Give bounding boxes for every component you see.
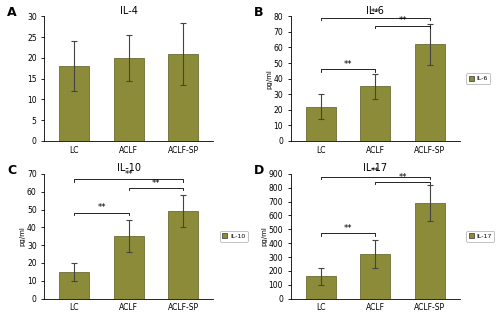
Title: IL-4: IL-4 bbox=[120, 5, 138, 16]
Text: **: ** bbox=[152, 178, 160, 188]
Title: IL-17: IL-17 bbox=[364, 163, 388, 173]
Legend: IL-6: IL-6 bbox=[466, 73, 490, 84]
Text: **: ** bbox=[371, 167, 380, 176]
Y-axis label: pg/ml: pg/ml bbox=[266, 69, 272, 89]
Text: **: ** bbox=[398, 16, 407, 25]
Text: **: ** bbox=[124, 169, 133, 179]
Bar bbox=[415, 203, 445, 299]
Text: **: ** bbox=[344, 60, 352, 69]
Legend: IL-17: IL-17 bbox=[466, 231, 494, 242]
Bar bbox=[306, 276, 336, 299]
Bar bbox=[60, 66, 90, 141]
Bar bbox=[415, 45, 445, 141]
Bar bbox=[168, 211, 198, 299]
Text: **: ** bbox=[344, 224, 352, 233]
Y-axis label: pg/ml: pg/ml bbox=[20, 226, 26, 246]
Title: IL-10: IL-10 bbox=[117, 163, 141, 173]
Legend: IL-10: IL-10 bbox=[220, 231, 248, 242]
Bar bbox=[114, 236, 144, 299]
Text: D: D bbox=[254, 164, 264, 177]
Bar bbox=[360, 254, 390, 299]
Bar bbox=[114, 58, 144, 141]
Bar bbox=[306, 107, 336, 141]
Text: B: B bbox=[254, 6, 263, 19]
Text: **: ** bbox=[371, 8, 380, 17]
Bar bbox=[360, 86, 390, 141]
Title: IL-6: IL-6 bbox=[366, 5, 384, 16]
Text: C: C bbox=[7, 164, 16, 177]
Text: **: ** bbox=[98, 204, 106, 212]
Text: **: ** bbox=[398, 173, 407, 182]
Y-axis label: pg/ml: pg/ml bbox=[261, 226, 267, 246]
Bar bbox=[168, 54, 198, 141]
Bar bbox=[60, 272, 90, 299]
Text: A: A bbox=[7, 6, 16, 19]
